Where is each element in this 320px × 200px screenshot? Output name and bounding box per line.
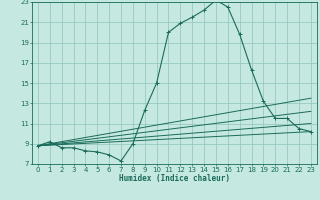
X-axis label: Humidex (Indice chaleur): Humidex (Indice chaleur) <box>119 174 230 183</box>
